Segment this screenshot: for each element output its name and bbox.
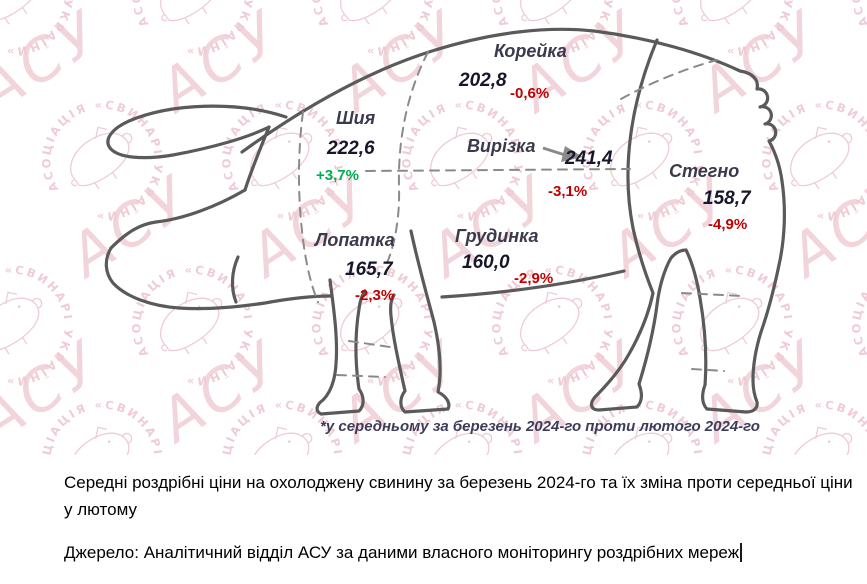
pig-ear-upper — [106, 104, 288, 160]
cut-line-hind-hock-1 — [681, 292, 743, 297]
cut-change-shoulder: -2,3% — [355, 287, 395, 304]
cut-change-brisket: -2,9% — [514, 270, 554, 287]
text-cursor — [740, 543, 743, 563]
pig-mouth-line — [230, 255, 240, 304]
cut-line-front-hock-2 — [336, 374, 386, 378]
pig-front-leg-front — [315, 278, 367, 416]
cut-price-brisket: 160,0 — [462, 252, 510, 273]
cut-label-tenderloin: Вирізка — [467, 136, 536, 156]
tenderloin-pointer-arrow — [542, 146, 583, 162]
pig-jaw-chest-line — [104, 246, 333, 311]
cut-line-front-hock-1 — [348, 340, 391, 348]
cut-label-ham: Стегно — [669, 161, 740, 181]
cut-label-loin: Корейка — [494, 41, 567, 61]
cut-line-ham-top — [620, 59, 718, 100]
pig-front-leg-rear — [389, 229, 451, 414]
cut-line-neck-shoulder — [386, 51, 429, 264]
pig-rump-rear-leg — [684, 179, 786, 414]
cut-price-neck: 222,6 — [327, 138, 375, 159]
cut-line-head-neck — [298, 111, 319, 303]
cut-price-ham: 158,7 — [703, 188, 751, 209]
pig-belly-line — [440, 269, 626, 299]
cut-change-neck: +3,7% — [316, 167, 359, 184]
cut-change-ham: -4,9% — [708, 216, 748, 233]
cut-label-brisket: Грудинка — [455, 226, 539, 246]
pig-tail — [738, 69, 784, 183]
footnote: *у середньому за березень 2024-го проти … — [320, 418, 760, 435]
source-line[interactable]: Джерело: Аналітичний відділ АСУ за даним… — [64, 539, 856, 566]
cut-line-loin-belly — [365, 168, 631, 172]
pig-ear-lower — [109, 188, 247, 250]
cut-label-shoulder: Лопатка — [315, 230, 395, 250]
cut-price-tenderloin: 241,4 — [565, 148, 613, 169]
cut-price-loin: 202,8 — [459, 70, 507, 91]
pig-back-outline — [240, 27, 742, 154]
source-text: Джерело: Аналітичний відділ АСУ за даним… — [64, 543, 740, 563]
cut-label-neck: Шия — [336, 108, 376, 128]
cut-change-loin: -0,6% — [510, 85, 550, 102]
pig-diagram — [104, 27, 786, 416]
cut-change-tenderloin: -3,1% — [548, 183, 588, 200]
pig-ear-fold — [243, 125, 271, 192]
cut-price-shoulder: 165,7 — [345, 259, 393, 280]
document-text-area: Середні роздрібні ціни на охолоджену сви… — [0, 455, 867, 584]
pig-thigh-front-hind-leg — [589, 38, 688, 412]
figure-caption[interactable]: Середні роздрібні ціни на охолоджену сви… — [64, 473, 853, 520]
pork-cuts-infographic: АСОЦІАЦІЯ «СВИНАРІ УКРАЇНИ» АСУ АСОЦІАЦІ… — [0, 0, 867, 455]
cut-line-hind-hock-2 — [691, 368, 725, 372]
